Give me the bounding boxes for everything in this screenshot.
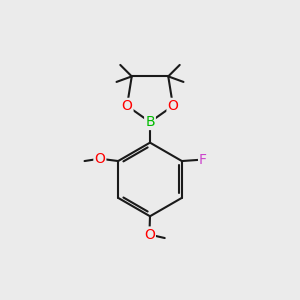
Text: O: O <box>122 99 133 113</box>
Text: O: O <box>94 152 105 166</box>
Text: O: O <box>167 99 178 113</box>
Text: O: O <box>144 227 155 242</box>
Text: F: F <box>199 153 207 166</box>
Text: B: B <box>145 115 155 129</box>
